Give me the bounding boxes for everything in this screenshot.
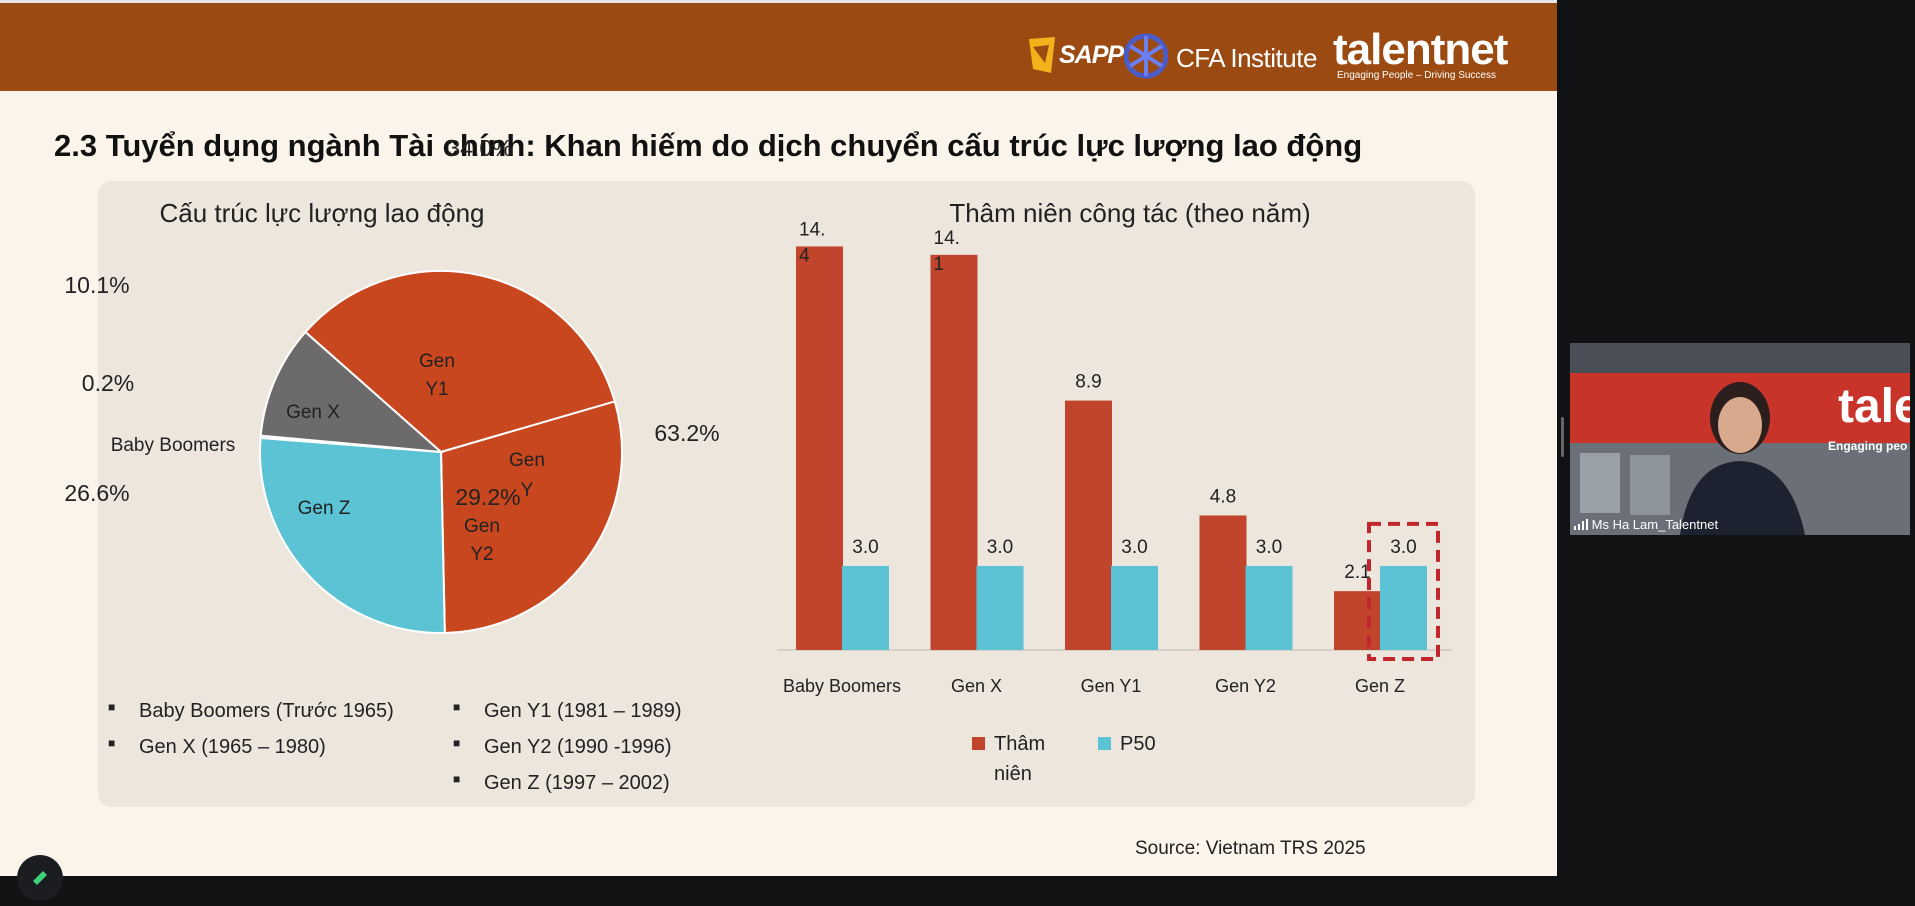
legend-item-label: Gen X (1965 – 1980) — [139, 736, 326, 758]
bullet-icon: ■ — [453, 736, 461, 750]
participant-name-label: Ms Ha Lam_Talentnet — [1574, 517, 1718, 532]
backdrop-logo-text: tale — [1838, 380, 1910, 433]
bullet-icon: ■ — [453, 700, 461, 714]
pie-slice-gen-z — [259, 436, 446, 634]
bar-p50-gen-y2 — [1245, 565, 1293, 650]
bar-chart-title: Thâm niên công tác (theo năm) — [949, 198, 1310, 228]
bullet-icon: ■ — [453, 772, 461, 786]
legend-item-label: Gen Y2 (1990 -1996) — [484, 736, 672, 758]
bar-value-label: 14. 4 — [799, 219, 825, 266]
bar-p50-baby-boomers — [842, 565, 889, 650]
bar-value-label: 2.1 — [1344, 562, 1370, 583]
source-note: Source: Vietnam TRS 2025 — [1135, 838, 1366, 859]
slide-title: 2.3 Tuyển dụng ngành Tài chính: Khan hiế… — [54, 128, 1363, 163]
legend-item: ■ Gen Y1 (1981 – 1989) — [453, 700, 682, 723]
bar-value-label: 3.0 — [1121, 537, 1147, 558]
signal-bars-icon — [1574, 518, 1588, 530]
backdrop-tagline-text: Engaging peo — [1828, 439, 1908, 453]
cfa-globe-icon — [1124, 33, 1168, 79]
x-tick-label: Baby Boomers — [783, 676, 901, 696]
pie-chart-title: Cấu trúc lực lượng lao động — [159, 198, 484, 228]
highlight-box — [1367, 521, 1440, 661]
pie-percent-label: 29.2% — [455, 484, 520, 510]
bar-value-label: 3.0 — [987, 537, 1013, 558]
pie-group-percent: 63.2% — [654, 420, 719, 446]
workforce-pie-chart: Cấu trúc lực lượng lao động Gen Y134.0%Ge… — [64, 135, 720, 634]
legend-item-label: Baby Boomers (Trước 1965) — [139, 700, 394, 722]
pie-inner-label: Gen Z — [298, 498, 351, 519]
bar-value-label: 14. 1 — [934, 228, 960, 275]
bar-value-label: 3.0 — [1390, 537, 1416, 558]
bullet-icon: ■ — [108, 700, 116, 714]
bar-thâm-niên-baby-boomers — [796, 246, 843, 651]
legend-item-label: Gen Z (1997 – 2002) — [484, 772, 670, 794]
legend-swatch — [1098, 737, 1111, 750]
legend-swatch — [972, 737, 985, 750]
bar-p50-gen-x — [976, 565, 1024, 650]
pie-inner-label: Gen Y2 — [464, 516, 500, 565]
legend-label: Thâm niên — [994, 733, 1045, 785]
annotation-tool-button[interactable] — [17, 855, 63, 901]
bar-p50-gen-z — [1380, 565, 1427, 650]
pie-labels: Gen Y1 34.0% Gen Y2 29.2% Gen Z 26.6% 0.2% Gen X 1… — [64, 135, 719, 565]
pie-legend-left: ■ Baby Boomers (Trước 1965) ■ Gen X (1965 … — [108, 700, 394, 759]
bar-thâm-niên-gen-y1 — [1065, 400, 1112, 650]
x-tick-label: Gen Z — [1355, 676, 1405, 696]
pie-percent-label: 10.1% — [64, 272, 129, 298]
legend-item: ■ Gen Y2 (1990 -1996) — [453, 736, 682, 759]
legend-item: ■ Gen X (1965 – 1980) — [108, 736, 394, 759]
bar-value-label: 4.8 — [1210, 486, 1236, 507]
pie-inner-label: Gen X — [286, 402, 340, 423]
pie-outside-name-label: Baby Boomers — [111, 435, 236, 456]
pie-slice-gen-y1 — [304, 270, 617, 454]
sapp-logo-text: SAPP — [1059, 41, 1124, 69]
x-tick-label: Gen Y2 — [1215, 676, 1276, 696]
bar-p50-gen-y1 — [1111, 565, 1158, 650]
participant-video-frame — [1570, 343, 1910, 535]
talentnet-logo-text: talentnet — [1333, 25, 1508, 74]
talentnet-tagline: Engaging People – Driving Success — [1337, 70, 1496, 81]
pie-slices — [259, 270, 623, 634]
bars: 14. 4 3.0 Baby Boomers 14. 1 3.0 Gen X 8.9 3.0 Gen… — [783, 219, 1440, 696]
bar-thâm-niên-gen-z — [1334, 591, 1381, 650]
pie-inner-label: Gen Y1 — [419, 351, 455, 400]
participant-video-tile[interactable]: tale Engaging peo Ms Ha Lam_Talentnet — [1570, 343, 1910, 535]
bullet-icon: ■ — [108, 736, 116, 750]
bar-thâm-niên-gen-x — [930, 254, 978, 650]
bar-value-label: 3.0 — [1256, 537, 1282, 558]
pie-slice-gen-y2 — [439, 400, 623, 634]
panel-resize-handle[interactable] — [1561, 417, 1564, 457]
tenure-bar-chart: Thâm niên công tác (theo năm) 14. 4 3.0 Bab… — [777, 198, 1452, 785]
pie-percent-label: 34.0% — [447, 135, 512, 161]
legend-item-label: Gen Y1 (1981 – 1989) — [484, 700, 682, 722]
slide-header-bar: SAPP CFA Institute talentnet Engaging Pe… — [0, 0, 1557, 91]
bar-value-label: 3.0 — [852, 537, 878, 558]
pen-icon — [33, 871, 47, 885]
bar-thâm-niên-gen-y2 — [1199, 515, 1247, 650]
bar-legend: Thâm niên P50 — [972, 733, 1156, 785]
cfa-logo-text: CFA Institute — [1176, 43, 1317, 73]
x-tick-label: Gen X — [951, 676, 1002, 696]
bar-value-label: 8.9 — [1075, 372, 1101, 393]
pie-percent-label: 26.6% — [64, 480, 129, 506]
sapp-logo-mark — [1029, 37, 1055, 73]
x-tick-label: Gen Y1 — [1081, 676, 1142, 696]
legend-label: P50 — [1120, 733, 1156, 755]
presentation-slide: SAPP CFA Institute talentnet Engaging Pe… — [0, 0, 1557, 876]
legend-item: ■ Baby Boomers (Trước 1965) — [108, 700, 394, 723]
pie-legend-right: ■ Gen Y1 (1981 – 1989) ■ Gen Y2 (1990 -199… — [453, 700, 682, 795]
pie-percent-label: 0.2% — [82, 370, 134, 396]
participant-name: Ms Ha Lam_Talentnet — [1591, 517, 1719, 532]
legend-item: ■ Gen Z (1997 – 2002) — [453, 772, 682, 795]
pie-slice-gen-x — [259, 330, 444, 454]
pie-group-label: Gen Y — [509, 450, 545, 501]
